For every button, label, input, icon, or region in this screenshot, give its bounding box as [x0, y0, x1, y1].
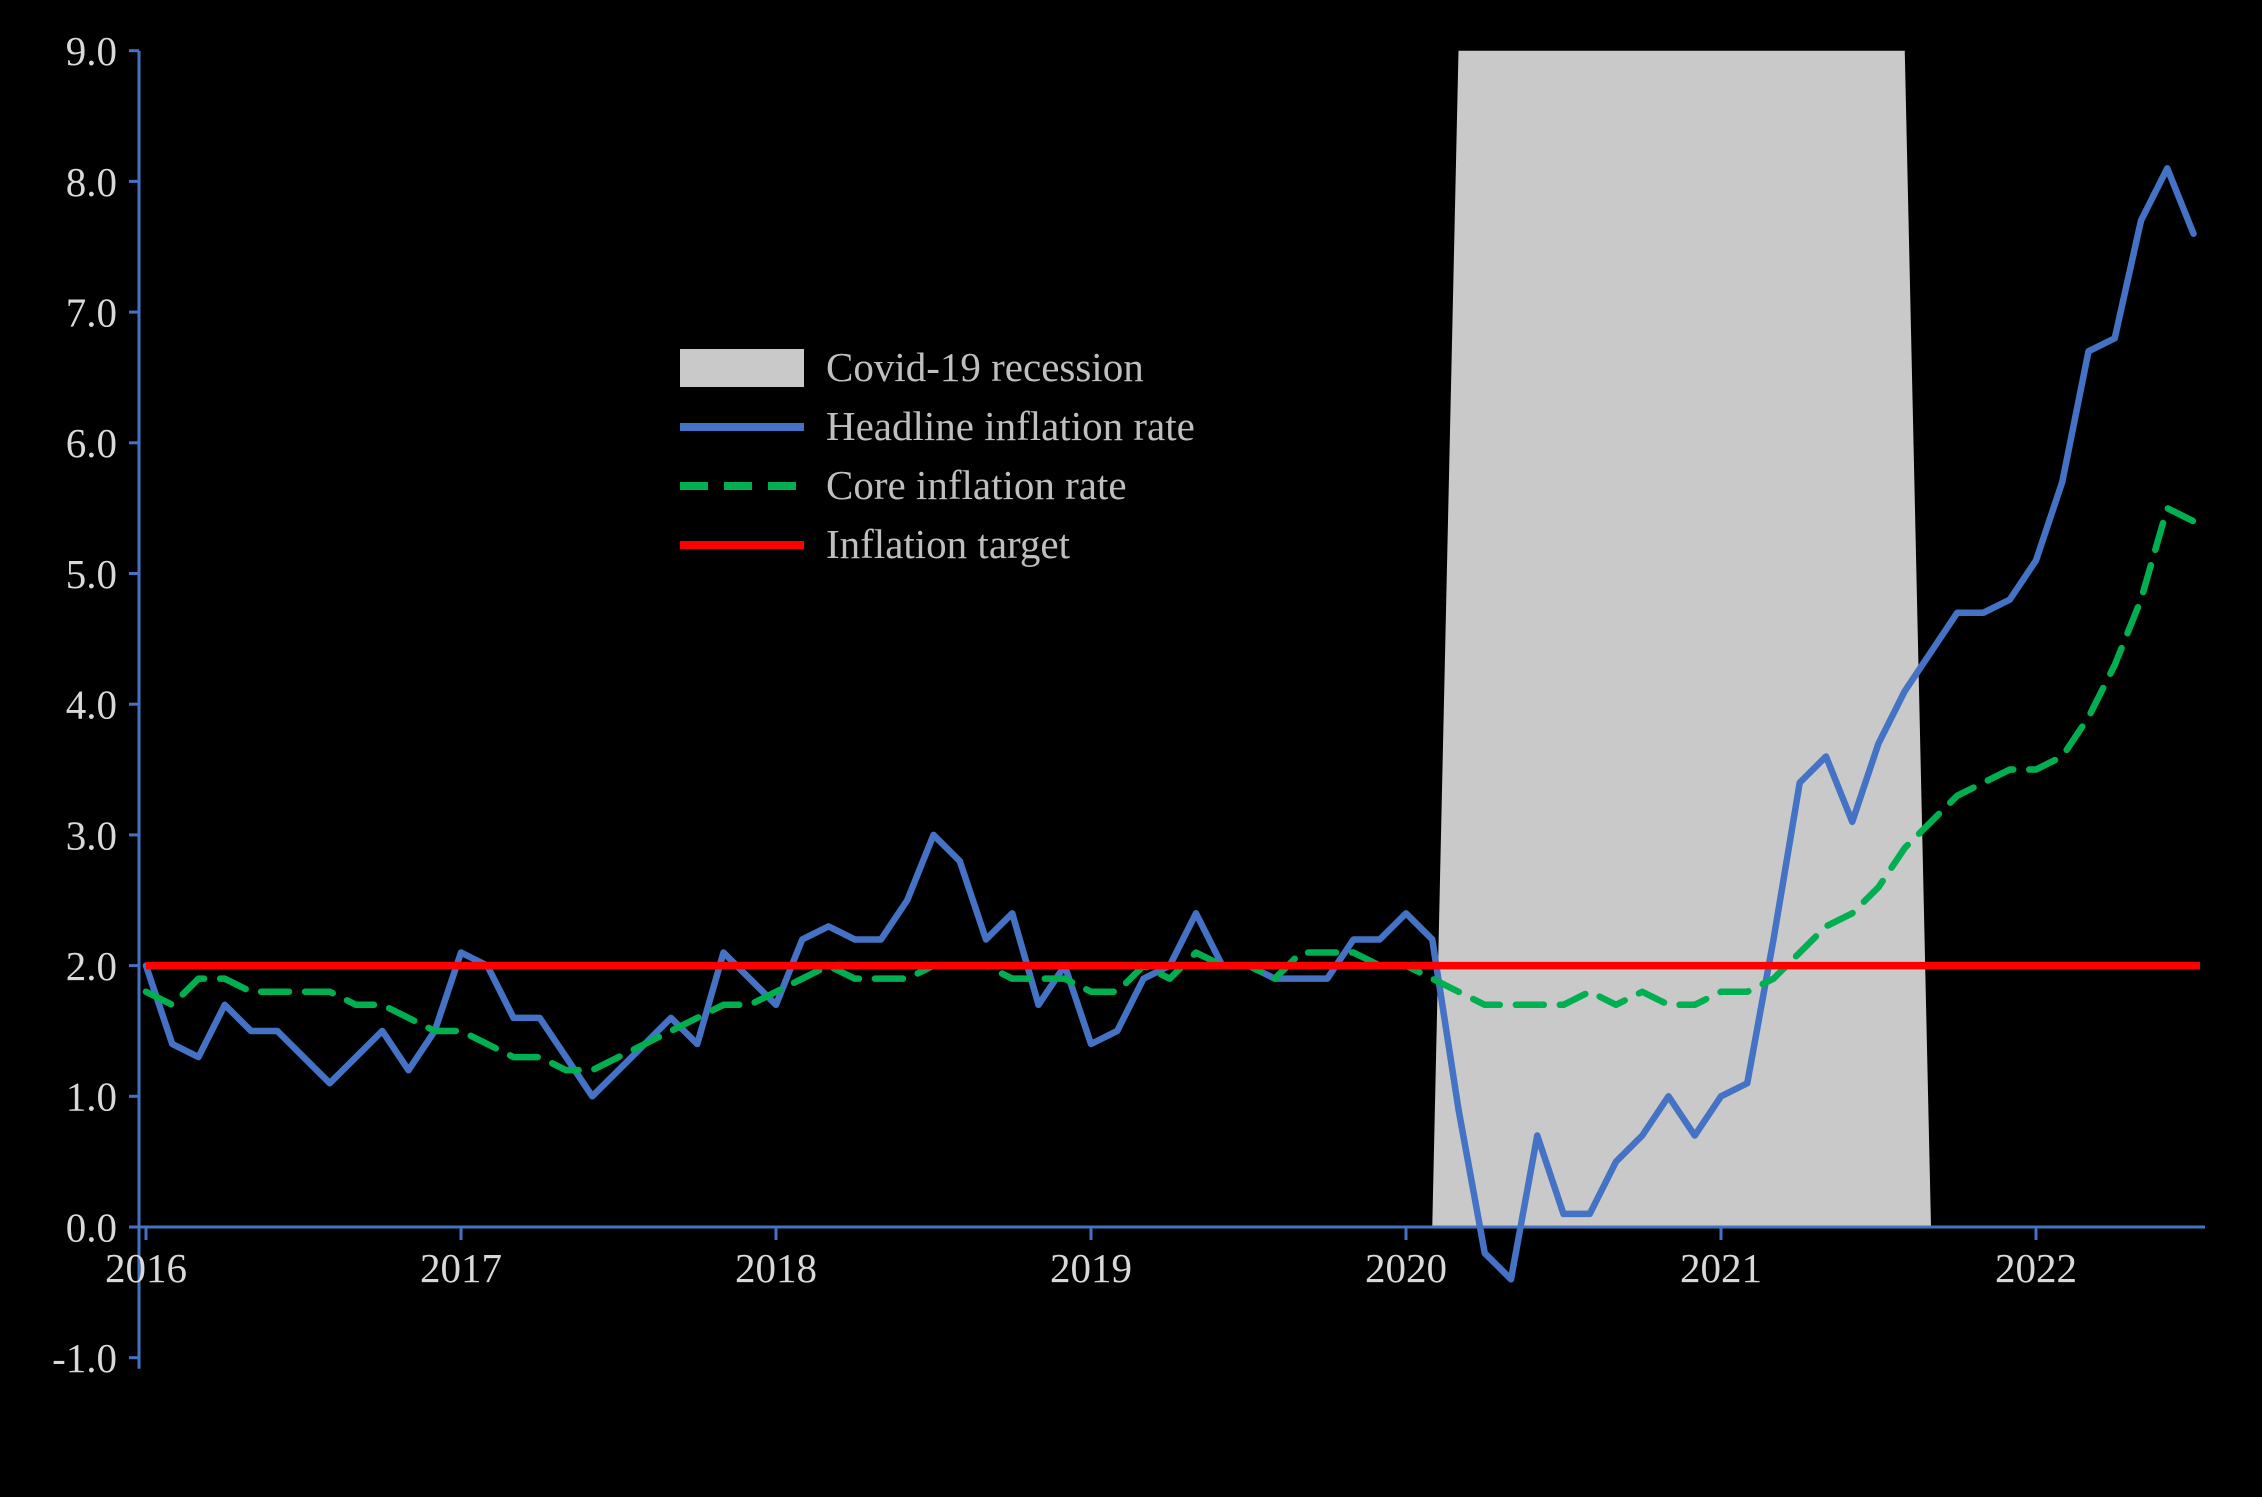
- legend-label-target: Inflation target: [826, 521, 1071, 567]
- x-tick-label: 2021: [1680, 1245, 1762, 1291]
- x-tick-label: 2019: [1050, 1245, 1132, 1291]
- legend-label-recession: Covid-19 recession: [826, 344, 1144, 390]
- y-tick-label: 5.0: [66, 551, 117, 597]
- y-tick-label: 6.0: [66, 420, 117, 466]
- recession-band-swatch: [680, 348, 804, 387]
- core-line-swatch: [680, 481, 804, 490]
- legend: Covid-19 recession Headline inflation ra…: [680, 338, 1195, 574]
- y-tick-label: 4.0: [66, 682, 117, 728]
- x-tick-label: 2016: [105, 1245, 187, 1291]
- x-tick-label: 2020: [1365, 1245, 1447, 1291]
- legend-item-core: Core inflation rate: [680, 456, 1195, 515]
- recession-band: [1432, 50, 1931, 1228]
- y-tick-label: 7.0: [66, 289, 117, 335]
- x-tick-label: 2017: [420, 1245, 502, 1291]
- y-tick-label: 9.0: [66, 28, 117, 74]
- y-tick-label: 2.0: [66, 943, 117, 989]
- x-tick-label: 2018: [735, 1245, 817, 1291]
- y-tick-label: 0.0: [66, 1204, 117, 1250]
- y-tick-label: 8.0: [66, 159, 117, 205]
- legend-label-core: Core inflation rate: [826, 462, 1127, 508]
- y-tick-label: 1.0: [66, 1074, 117, 1120]
- y-tick-label: -1.0: [52, 1335, 117, 1381]
- legend-item-recession: Covid-19 recession: [680, 338, 1195, 397]
- core-inflation-line: [142, 504, 2197, 1074]
- headline-line-swatch: [680, 422, 804, 431]
- y-tick-label: 3.0: [66, 812, 117, 858]
- x-tick-label: 2022: [1995, 1245, 2077, 1291]
- legend-item-headline: Headline inflation rate: [680, 397, 1195, 456]
- target-line-swatch: [680, 540, 804, 549]
- legend-label-headline: Headline inflation rate: [826, 403, 1195, 449]
- legend-item-target: Inflation target: [680, 515, 1195, 574]
